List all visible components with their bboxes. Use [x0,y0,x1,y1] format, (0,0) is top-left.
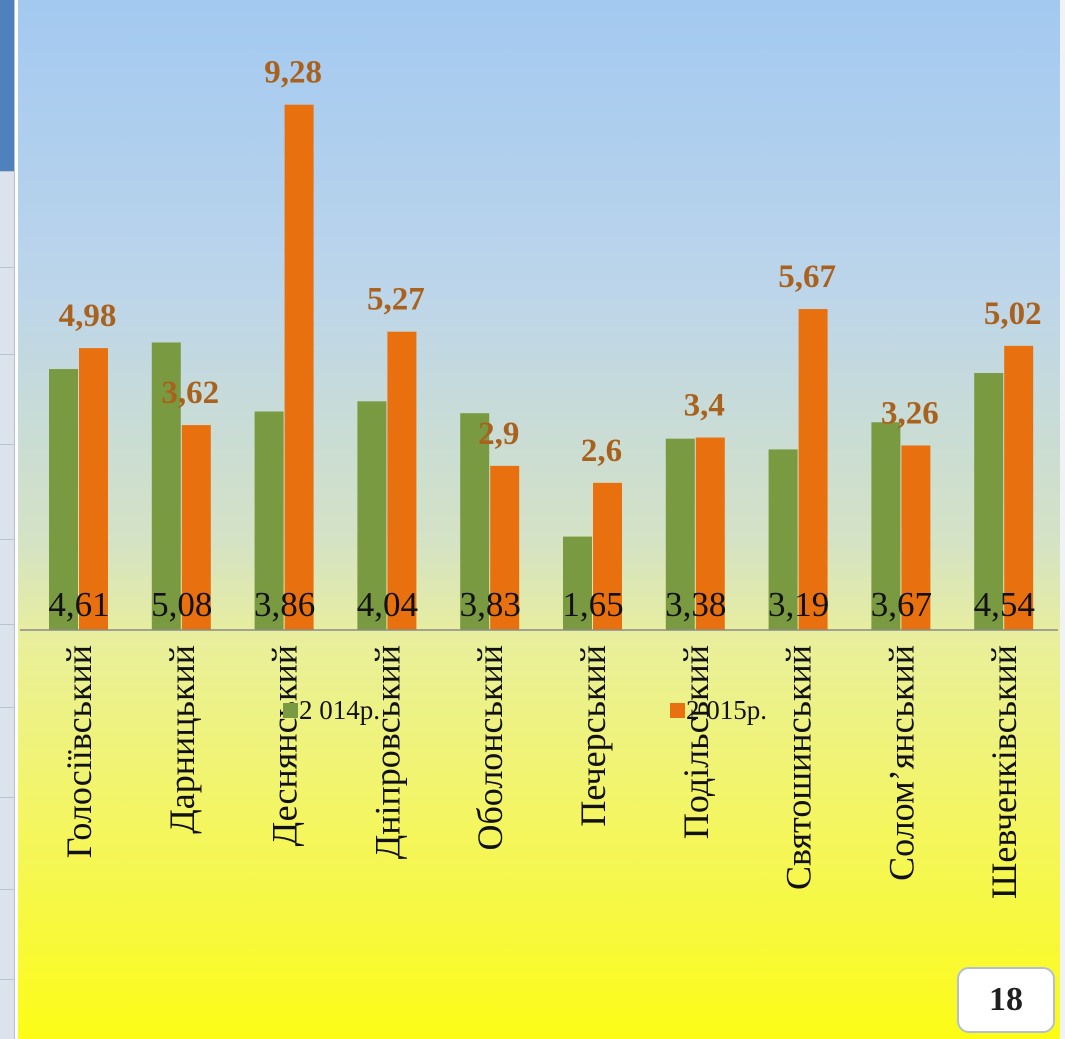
category-labels: Голосіївський Дарницький Деснянський Дніпро… [59,645,1024,899]
value-label-2014: 3,83 [460,585,521,624]
value-label-2014: 1,65 [562,585,623,624]
slide-thumbnail[interactable] [0,890,14,980]
bar-2015 [798,309,828,630]
bar-2015 [284,104,314,630]
legend-item-2015-label: 2 015р. [686,695,767,725]
legend: 2 014р. 2 015р. [283,695,767,725]
value-label-2015: 5,02 [984,296,1042,332]
value-label-2014: 3,67 [871,585,932,624]
value-label-2015: 5,67 [778,259,836,295]
bar-2014 [768,449,798,630]
bar-2014 [974,373,1004,630]
bar-2015 [181,425,211,630]
slide-thumbnail[interactable] [0,798,14,890]
bar-2014 [254,411,284,630]
value-label-2015: 4,98 [59,298,117,334]
bar-2015 [695,437,725,630]
value-label-2015: 3,26 [881,395,939,431]
bars [49,104,1034,630]
bar-2015 [387,331,417,630]
bar-2014 [151,342,181,630]
value-label-2014: 3,86 [254,585,315,624]
slide-thumbnail-strip [0,0,15,1039]
bar-2015 [901,445,931,630]
value-labels: 4,61 4,98 5,08 3,62 3,86 9,28 4,04 5,27 3,83 2,9 1… [48,55,1041,624]
value-label-2014: 5,08 [151,585,212,624]
category-label: Дарницький [162,645,202,834]
bar-2015 [1004,345,1034,630]
category-label: Деснянський [265,645,305,846]
window-edge [1060,0,1065,1039]
legend-item-2014-label: 2 014р. [299,695,380,725]
slide-thumbnail[interactable] [0,445,14,540]
bar-2015 [490,465,520,630]
value-label-2015: 5,27 [367,282,425,318]
bar-2015 [79,348,108,630]
bar-2014 [460,413,490,630]
bar-2015 [593,482,622,630]
slide-thumbnail[interactable] [0,355,14,445]
slide-thumbnail[interactable] [0,268,14,355]
value-label-2014: 3,38 [665,585,726,624]
bar-2014 [871,422,901,630]
value-label-2014: 4,61 [48,585,109,624]
category-label: Подільський [676,645,716,839]
legend-item-2014-swatch [283,703,298,718]
page-number-badge: 18 [957,967,1055,1033]
category-label: Солом’янський [881,645,921,881]
slide-thumbnail[interactable] [0,540,14,625]
slide-thumbnail[interactable] [0,0,14,172]
value-label-2015: 2,6 [581,433,622,469]
value-label-2014: 4,04 [357,585,418,624]
bar-2014 [665,438,695,630]
value-label-2015: 3,62 [161,375,219,411]
category-label: Шевченківський [984,645,1024,899]
value-label-2015: 2,9 [478,416,519,452]
value-label-2015: 3,4 [684,388,725,424]
legend-item-2015-swatch [670,703,685,718]
category-label: Голосіївський [59,645,99,858]
bar-2014 [49,369,78,630]
value-label-2014: 4,54 [974,585,1035,624]
value-label-2015: 9,28 [264,55,322,91]
slide-thumbnail[interactable] [0,708,14,798]
bar-2014 [357,401,387,630]
slide-thumbnail[interactable] [0,172,14,268]
category-label: Оболонський [470,645,510,851]
category-label: Дніпровський [367,645,407,859]
value-label-2014: 3,19 [768,585,829,624]
bar-2014 [563,536,592,630]
slide-thumbnail[interactable] [0,625,14,708]
category-label: Святошинський [779,645,819,890]
category-label: Печерський [573,645,613,827]
